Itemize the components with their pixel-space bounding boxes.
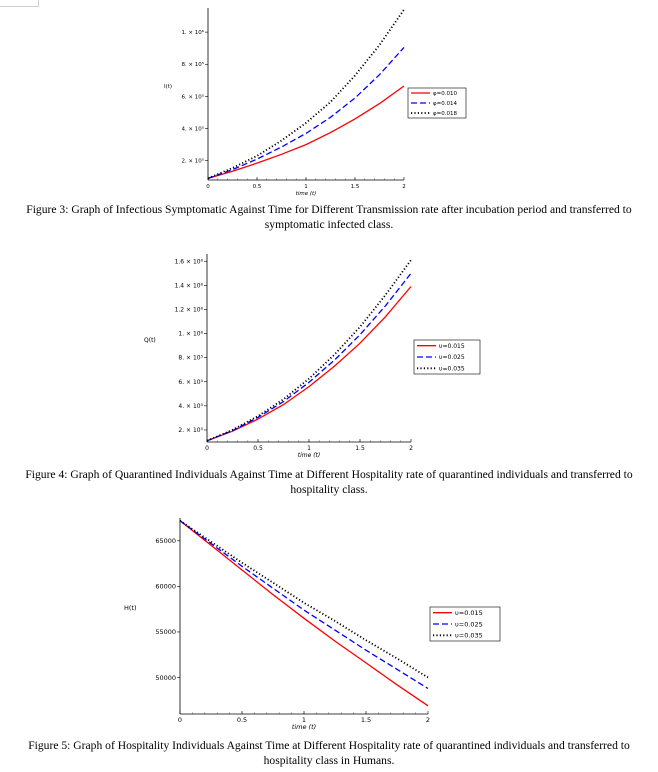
x-tick-label: 0 bbox=[178, 716, 182, 724]
quarantined-chart: 0 0.5 1 1.5 2 2. × 10⁵ 4. × 10⁵ 6. × 10⁵ 8. × 10… bbox=[144, 254, 481, 459]
x-tick-label: 2 bbox=[402, 184, 406, 190]
series-line bbox=[207, 9, 405, 180]
figure-3-caption: Figure 3: Graph of Infectious Symptomati… bbox=[0, 202, 658, 232]
series-line bbox=[206, 272, 412, 442]
figure-5-caption-line-2: hospitality class in Humans. bbox=[263, 754, 395, 767]
y-axis-label: Q(t) bbox=[144, 337, 156, 344]
x-tick-label: 1.5 bbox=[351, 184, 360, 190]
y-tick-label: 2. × 10⁵ bbox=[178, 427, 203, 434]
x-tick-label: 1 bbox=[307, 445, 311, 452]
series-line bbox=[207, 85, 405, 180]
legend-label: υ=0.015 bbox=[455, 609, 483, 617]
x-axis-label: time (t) bbox=[296, 191, 317, 197]
y-tick-label: 50000 bbox=[155, 674, 176, 682]
legend-label: υ=0.035 bbox=[439, 365, 465, 372]
x-tick-label: 1 bbox=[304, 184, 308, 190]
figure-3-caption-line-1: Figure 3: Graph of Infectious Symptomati… bbox=[26, 203, 632, 216]
x-tick-label: 1 bbox=[302, 716, 306, 724]
figure-5-caption: Figure 5: Graph of Hospitality Individua… bbox=[0, 738, 658, 768]
y-tick-label: 4. × 10⁵ bbox=[181, 125, 204, 132]
y-tick-label: 6. × 10⁵ bbox=[178, 379, 203, 386]
y-tick-label: 1. × 10⁶ bbox=[181, 29, 204, 36]
y-tick-label: 6. × 10⁵ bbox=[181, 93, 204, 100]
series-line bbox=[206, 259, 412, 442]
series-line bbox=[206, 286, 412, 442]
x-axis-label: time (t) bbox=[298, 452, 321, 459]
figure-4-caption: Figure 4: Graph of Quarantined Individua… bbox=[0, 467, 658, 497]
x-tick-label: 0 bbox=[206, 184, 210, 190]
y-tick-label: 2. × 10⁵ bbox=[181, 158, 204, 165]
figure-4-caption-line-1: Figure 4: Graph of Quarantined Individua… bbox=[25, 468, 633, 481]
y-axis-label: I(t) bbox=[164, 84, 172, 90]
y-tick-label: 4. × 10⁵ bbox=[178, 403, 203, 410]
x-tick-label: 2 bbox=[426, 716, 430, 724]
y-tick-label: 1.2 × 10⁶ bbox=[175, 307, 204, 314]
legend-label: υ=0.035 bbox=[455, 632, 483, 640]
legend-label: φ=0.010 bbox=[433, 91, 457, 97]
y-tick-label: 8. × 10⁵ bbox=[181, 61, 204, 68]
figure-5-caption-line-1: Figure 5: Graph of Hospitality Individua… bbox=[28, 739, 630, 752]
x-tick-label: 0.5 bbox=[253, 184, 262, 190]
y-tick-label: 55000 bbox=[155, 628, 176, 636]
y-tick-label: 60000 bbox=[155, 583, 176, 591]
x-tick-label: 2 bbox=[409, 445, 413, 452]
y-axis-label: H(t) bbox=[124, 604, 137, 612]
infectious-symptomatic-chart: 0 0.5 1 1.5 2 2. × 10⁵ 4. × 10⁵ 6. × 10⁵ 8. × 10… bbox=[164, 8, 467, 197]
x-tick-label: 0.5 bbox=[237, 716, 247, 724]
legend-label: υ=0.025 bbox=[455, 620, 483, 628]
figure-4-caption-line-2: hospitality class. bbox=[290, 483, 368, 496]
y-tick-label: 8. × 10⁵ bbox=[178, 355, 203, 362]
hospitality-chart: 0 0.5 1 1.5 2 50000 55000 60000 65000 time (t) H(t… bbox=[124, 518, 501, 731]
x-tick-label: 0 bbox=[205, 445, 209, 452]
x-axis-label: time (t) bbox=[292, 723, 316, 731]
legend-label: φ=0.014 bbox=[433, 101, 457, 107]
y-tick-label: 1. × 10⁶ bbox=[178, 331, 203, 338]
page-edge-mark bbox=[0, 0, 39, 7]
x-tick-label: 0.5 bbox=[253, 445, 263, 452]
y-tick-label: 1.6 × 10⁶ bbox=[175, 258, 204, 265]
figure-3-caption-line-2: symptomatic infected class. bbox=[264, 218, 394, 231]
series-line bbox=[179, 520, 429, 707]
legend-label: φ=0.018 bbox=[433, 111, 457, 117]
series-line bbox=[207, 46, 405, 180]
x-tick-label: 1.5 bbox=[361, 716, 371, 724]
series-line bbox=[179, 519, 429, 679]
legend-label: υ=0.015 bbox=[439, 343, 465, 350]
x-tick-label: 1.5 bbox=[355, 445, 365, 452]
y-tick-label: 1.4 × 10⁶ bbox=[175, 282, 204, 289]
legend-label: υ=0.025 bbox=[439, 354, 465, 361]
y-tick-label: 65000 bbox=[155, 537, 176, 545]
